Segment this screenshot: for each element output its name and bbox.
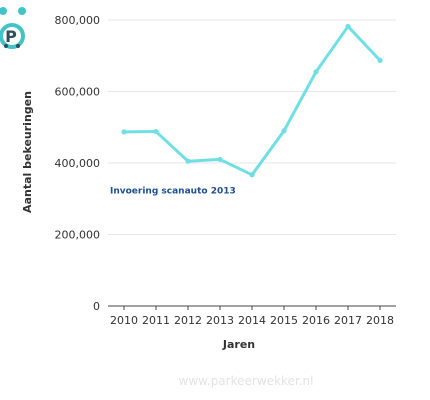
data-point [249, 172, 255, 178]
data-point [217, 156, 223, 163]
y-tick-label: 200,000 [55, 229, 101, 242]
x-tick-label: 2012 [174, 314, 202, 327]
x-tick-label: 2015 [270, 314, 298, 327]
parking-alarm-clock-icon: P [0, 7, 26, 49]
site-watermark: www.parkeerwekker.nl [179, 374, 314, 388]
y-tick-label: 800,000 [55, 14, 101, 27]
x-tick-label: 2016 [302, 314, 330, 327]
data-point [313, 69, 319, 75]
x-tick-label: 2013 [206, 314, 234, 327]
x-tick-label: 2017 [334, 314, 362, 327]
data-point [281, 128, 287, 134]
data-point [185, 158, 191, 164]
parking-letter: P [5, 27, 17, 46]
y-tick-label: 600,000 [55, 86, 101, 99]
x-tick-label: 2011 [142, 314, 170, 327]
series-line [122, 24, 382, 177]
data-point [345, 23, 351, 30]
data-point [153, 128, 159, 135]
annotation-label: Invoering scanauto 2013 [110, 186, 236, 196]
data-point [121, 129, 127, 135]
y-tick-label: 400,000 [55, 157, 101, 170]
data-point [377, 57, 383, 63]
x-tick-label: 2010 [110, 314, 138, 327]
x-tick-label: 2014 [238, 314, 266, 327]
y-tick-label: 0 [93, 300, 100, 313]
y-axis-title: Aantal bekeuringen [21, 91, 34, 213]
x-tick-label: 2018 [366, 314, 394, 327]
x-axis-title: Jaren [222, 338, 255, 351]
